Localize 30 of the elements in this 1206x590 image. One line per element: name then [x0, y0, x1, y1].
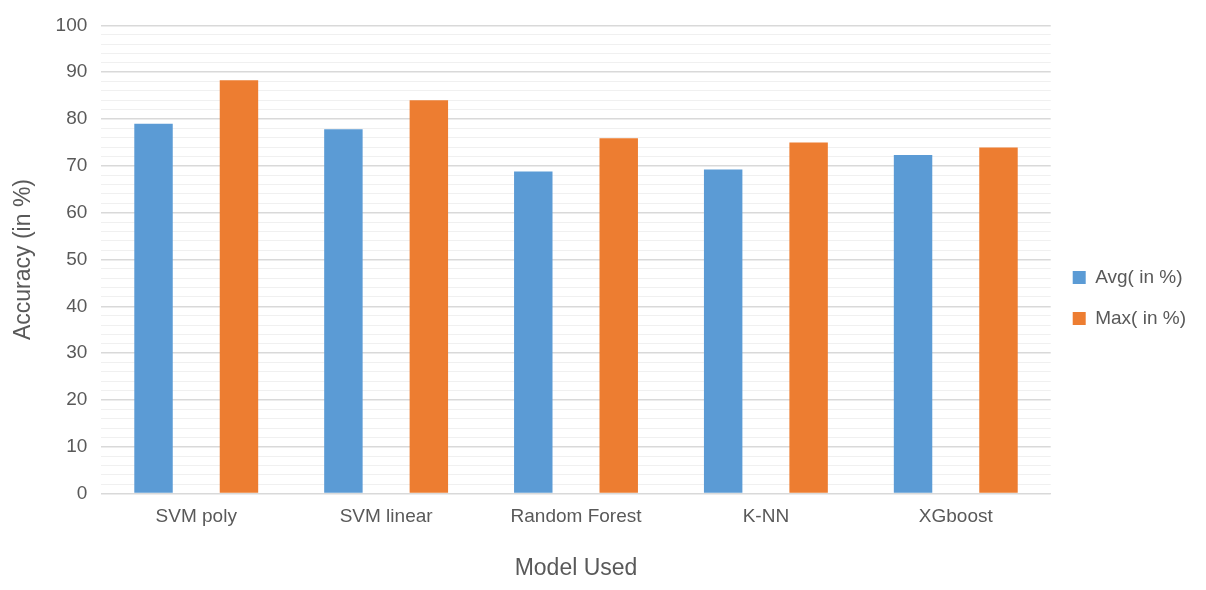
- bar: [409, 100, 449, 493]
- y-tick-label: 80: [66, 107, 88, 129]
- bar: [893, 155, 933, 493]
- bar: [324, 129, 363, 493]
- x-tick-label: SVM poly: [155, 505, 238, 527]
- y-tick-label: 10: [66, 435, 88, 457]
- y-tick-label: 0: [76, 481, 88, 503]
- bar: [599, 138, 638, 493]
- x-tick-label: SVM linear: [339, 505, 434, 527]
- y-tick-label: 70: [66, 154, 88, 176]
- legend-label: Max( in %): [1095, 306, 1187, 328]
- legend-label: Avg( in %): [1095, 265, 1183, 287]
- x-tick-label: K-NN: [742, 505, 790, 527]
- y-tick-label: 100: [55, 13, 88, 35]
- y-tick-label: 90: [66, 60, 88, 82]
- bar: [789, 142, 828, 493]
- y-tick-label: 60: [66, 200, 88, 222]
- x-tick-label: Random Forest: [510, 505, 643, 527]
- y-tick-label: 50: [66, 247, 88, 269]
- bar: [703, 169, 743, 493]
- bar: [979, 147, 1018, 493]
- y-tick-label: 30: [66, 341, 88, 363]
- y-tick-label: 20: [66, 388, 88, 410]
- bar: [514, 171, 553, 493]
- bar: [134, 123, 173, 493]
- y-axis-title: Accuracy (in %): [9, 178, 36, 341]
- x-tick-label: XGboost: [918, 505, 994, 527]
- bar: [219, 80, 259, 493]
- x-axis-title: Model Used: [514, 553, 638, 580]
- y-tick-label: 40: [66, 294, 88, 316]
